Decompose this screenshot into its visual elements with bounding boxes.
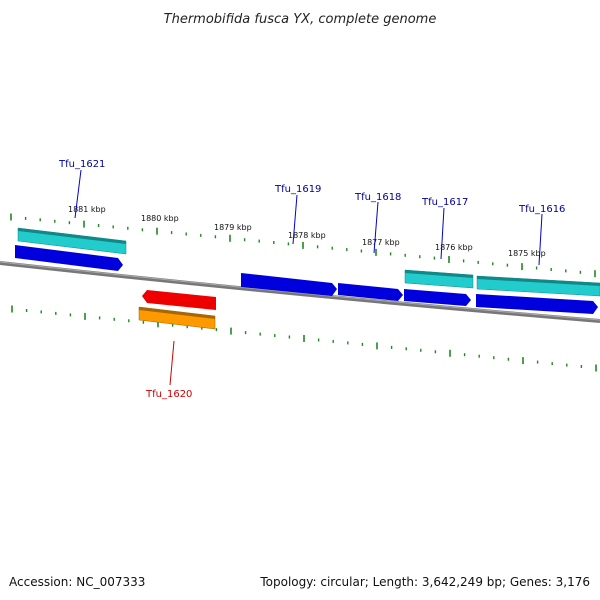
gene-label-tfu-1617: Tfu_1617 xyxy=(421,197,468,208)
cds-arrow-tfu-1619 xyxy=(241,273,337,296)
ruler-label-1879: 1879 kbp xyxy=(214,223,252,232)
gene-tfu-1620[interactable]: Tfu_1620 xyxy=(138,290,216,400)
genome-backbone xyxy=(0,261,600,323)
cds-arrow-tfu-1621 xyxy=(15,245,123,271)
ruler-label-1877: 1877 kbp xyxy=(362,238,400,247)
ruler-label-1875: 1875 kbp xyxy=(508,249,546,258)
map-title: Thermobifida fusca YX, complete genome xyxy=(164,12,437,27)
gene-tfu-1618[interactable]: Tfu_1618 xyxy=(338,192,403,301)
gene-label-tfu-1619: Tfu_1619 xyxy=(274,184,321,195)
ruler-label-1881: 1881 kbp xyxy=(68,205,106,214)
gene-label-tfu-1621: Tfu_1621 xyxy=(58,159,105,170)
gene-tfu-1621[interactable]: Tfu_1621 xyxy=(15,159,127,271)
accession-text: Accession: NC_007333 xyxy=(9,575,145,589)
cds-arrow-tfu-1616 xyxy=(476,294,598,314)
ruler-label-1880: 1880 kbp xyxy=(141,214,179,223)
gene-label-tfu-1616: Tfu_1616 xyxy=(518,204,565,215)
gene-tfu-1616[interactable]: Tfu_1616 xyxy=(476,204,600,314)
gene-bar-tfu-1620 xyxy=(138,306,216,330)
gene-label-tfu-1618: Tfu_1618 xyxy=(354,192,401,203)
ruler-label-1876: 1876 kbp xyxy=(435,243,473,252)
ruler-ticks-outer xyxy=(10,213,596,278)
genome-summary-text: Topology: circular; Length: 3,642,249 bp… xyxy=(259,575,590,589)
gene-bar-tfu-1616 xyxy=(476,275,600,297)
gene-label-tfu-1620: Tfu_1620 xyxy=(145,389,192,400)
cds-arrow-tfu-1618 xyxy=(338,283,403,301)
ruler-label-1878: 1878 kbp xyxy=(288,231,326,240)
gene-tfu-1619[interactable]: Tfu_1619 xyxy=(241,184,337,296)
cds-arrow-tfu-1620 xyxy=(142,290,216,310)
ruler-ticks-inner xyxy=(11,305,597,372)
gene-tfu-1617[interactable]: Tfu_1617 xyxy=(404,197,474,306)
cds-arrow-tfu-1617 xyxy=(404,289,471,306)
